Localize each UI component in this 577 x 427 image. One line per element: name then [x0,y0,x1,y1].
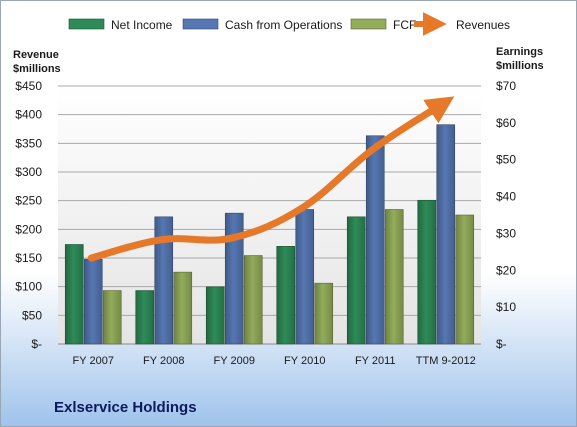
bar-fcf [102,290,122,345]
gridlines [58,85,481,345]
category-label: FY 2011 [355,355,396,367]
bar-cash-from-operations [295,209,315,345]
right-tick-label: $50 [496,153,516,167]
bar-net-income [64,244,84,345]
bar-fcf [173,271,193,345]
left-tick-label: $250 [15,194,42,208]
legend-label: Net Income [111,18,173,32]
bar-net-income [417,199,437,345]
right-tick-label: $70 [496,79,516,93]
right-tick-label: $20 [496,263,516,277]
right-axis-ticks: $- $10 $20 $30 $40 $50 $60 $70 [496,79,516,351]
bar-cash-from-operations [224,212,244,345]
left-tick-label: $50 [22,308,42,322]
legend: Net Income Cash from Operations FCF Revenue… [68,12,510,36]
legend-swatch [350,18,387,30]
category-label: TTM 9-2012 [416,355,476,367]
legend-label: FCF [393,18,416,32]
bars [64,124,475,345]
left-tick-label: $100 [15,280,42,294]
bar-fcf [455,214,475,345]
bar-cash-from-operations [365,135,385,345]
right-tick-label: $30 [496,226,516,240]
category-label: FY 2008 [143,355,184,367]
left-tick-label: $350 [15,136,42,150]
category-labels: FY 2007 FY 2008 FY 2009 FY 2010 FY 2011 TTM 9… [73,355,476,367]
right-tick-label: $40 [496,190,516,204]
right-tick-label: $10 [496,300,516,314]
bar-cash-from-operations [154,216,174,345]
category-label: FY 2009 [214,355,255,367]
bar-fcf [384,209,404,345]
revenue-line-path [87,96,455,262]
legend-swatch [68,18,105,30]
revenue-line [87,96,455,262]
bar-fcf [243,255,263,345]
plot-area [58,86,481,344]
bar-cash-from-operations [83,258,103,345]
right-tick-label: $60 [496,116,516,130]
category-label: FY 2007 [73,355,114,367]
legend-swatch [182,18,219,30]
legend-label: Revenues [456,18,510,32]
bar-cash-from-operations [436,124,456,345]
legend-label: Cash from Operations [225,18,342,32]
right-axis-title: $millions [496,60,544,72]
left-axis-ticks: $- $50 $100 $150 $200 $250 $300 $350 $400 $450 [15,79,42,351]
left-axis-title: Revenue [13,49,59,61]
bar-net-income [135,290,155,345]
left-tick-label: $450 [15,79,42,93]
chart-title: Exlservice Holdings [54,399,197,416]
category-label: FY 2010 [284,355,325,367]
left-axis-title: $millions [13,63,61,75]
bar-fcf [314,282,334,345]
left-tick-label: $400 [15,108,42,122]
left-tick-label: $200 [15,222,42,236]
bar-net-income [346,216,366,345]
right-tick-label: $- [496,337,507,351]
axis-titles: Revenue $millions Earnings $millions [13,46,544,75]
left-tick-label: $300 [15,165,42,179]
left-tick-label: $150 [15,251,42,265]
bar-net-income [276,246,296,345]
bar-net-income [205,286,225,345]
right-axis-title: Earnings [496,46,543,58]
left-tick-label: $- [31,337,42,351]
